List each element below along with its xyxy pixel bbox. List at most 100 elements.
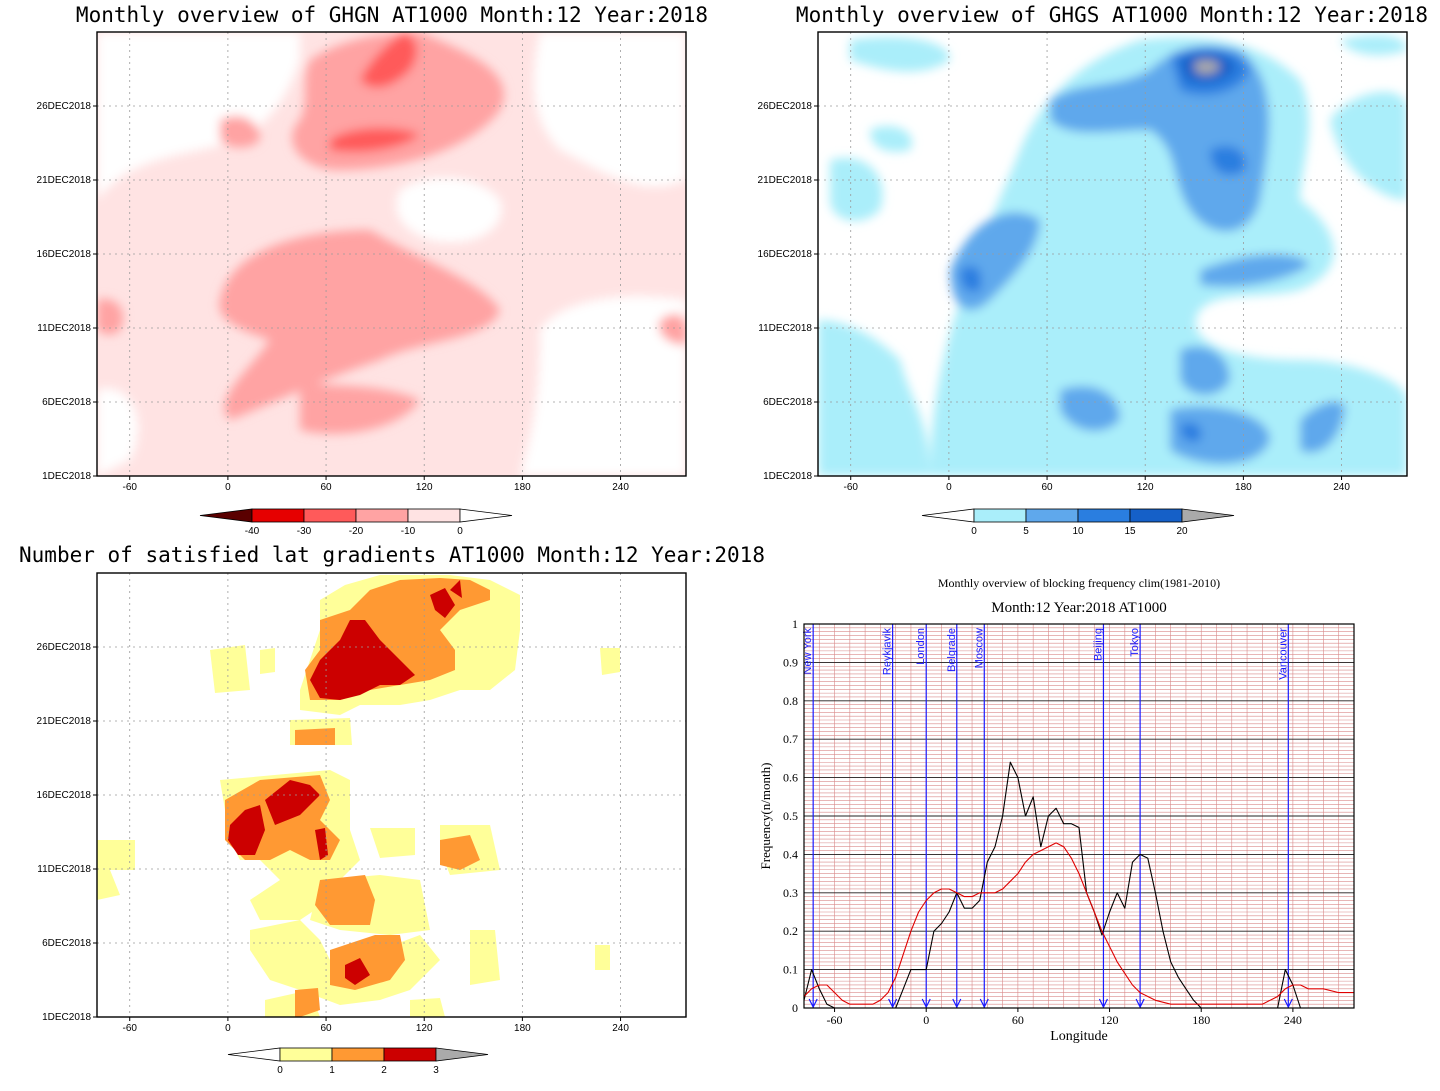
blocking-line-chart: Monthly overview of blocking frequency c… bbox=[758, 576, 1355, 1044]
ghgs-axes: -60 0 60 120 180 240 1DEC2018 6DEC2018 11DEC2018… bbox=[758, 101, 1351, 493]
ghgs-level-10 bbox=[960, 266, 982, 292]
city-arrow bbox=[1098, 998, 1108, 1009]
city-label: Moscow bbox=[973, 628, 985, 668]
x-tick-label: 120 bbox=[1101, 1013, 1119, 1027]
blocking-xlabel: Longitude bbox=[1050, 1029, 1108, 1044]
colorbar-label: 0 bbox=[277, 1065, 283, 1076]
ghgs-title: Monthly overview of GHGS AT1000 Month:12… bbox=[796, 3, 1428, 27]
city-arrow bbox=[921, 998, 931, 1009]
ghgn-level-10 bbox=[300, 380, 420, 434]
y-tick-label: 16DEC2018 bbox=[37, 249, 92, 260]
colorbar-right-arrow bbox=[1181, 508, 1235, 523]
colorbar-segment bbox=[279, 1047, 333, 1062]
city-label: Belgrade bbox=[946, 628, 958, 672]
city-label: Vancouver bbox=[1277, 628, 1289, 680]
colorbar-label: 1 bbox=[329, 1065, 335, 1076]
x-tick-label: 0 bbox=[225, 1023, 231, 1034]
ghgs-colorbar: 0 5 10 15 20 bbox=[921, 508, 1235, 537]
y-tick-label: 26DEC2018 bbox=[37, 642, 92, 653]
ghgs-level-5 bbox=[1300, 401, 1345, 453]
y-tick-label: 1DEC2018 bbox=[42, 1012, 91, 1023]
x-tick-label: -60 bbox=[122, 1023, 137, 1034]
y-tick-label: 0.5 bbox=[783, 809, 798, 823]
colorbar-right-arrow bbox=[435, 1047, 489, 1062]
x-tick-label: 0 bbox=[923, 1013, 929, 1027]
x-tick-label: 240 bbox=[1284, 1013, 1302, 1027]
ghgn-level-10 bbox=[220, 116, 260, 148]
ghgs-level-10 bbox=[1180, 422, 1202, 442]
colorbar-left-arrow bbox=[921, 508, 975, 523]
ghgs-level-5 bbox=[1170, 406, 1270, 464]
blocking-frame bbox=[803, 623, 1355, 1009]
colorbar-label: -40 bbox=[245, 526, 260, 537]
x-tick-label: 240 bbox=[1333, 482, 1350, 493]
y-tick-label: 1 bbox=[792, 617, 798, 631]
x-tick-label: -60 bbox=[827, 1013, 843, 1027]
ghgs-level-5 bbox=[1060, 386, 1120, 431]
ghgn-level-20 bbox=[360, 32, 417, 88]
y-tick-label: 1DEC2018 bbox=[42, 471, 91, 482]
colorbar-segment bbox=[251, 508, 305, 523]
colorbar-segment bbox=[407, 508, 461, 523]
ghgs-level-0 bbox=[930, 37, 1407, 476]
ghgn-white-region bbox=[97, 388, 138, 476]
x-tick-label: 120 bbox=[416, 482, 433, 493]
x-tick-label: 60 bbox=[1012, 1013, 1024, 1027]
blocking-ylabel: Frequency(n/month) bbox=[758, 763, 773, 870]
x-tick-label: 0 bbox=[946, 482, 952, 493]
gradients-heatmap: -60 0 60 120 180 2401DEC20186DEC201811DEC2018… bbox=[37, 572, 687, 1076]
blocking-axes: 0 0.1 0.2 0.3 0.4 0.5 0.6 0.7 0.8 0.9 1 -60 0 60 120 18… bbox=[783, 617, 1302, 1027]
x-tick-label: 180 bbox=[514, 482, 531, 493]
colorbar-segment bbox=[331, 1047, 385, 1062]
x-tick-label: 240 bbox=[612, 1023, 629, 1034]
y-tick-label: 26DEC2018 bbox=[758, 101, 813, 112]
colorbar-segment bbox=[1077, 508, 1131, 523]
y-tick-label: 1DEC2018 bbox=[763, 471, 812, 482]
colorbar-label: 2 bbox=[381, 1065, 387, 1076]
ghgs-level-10 bbox=[1210, 146, 1246, 175]
y-tick-label: 6DEC2018 bbox=[42, 938, 91, 949]
colorbar-label: 5 bbox=[1023, 526, 1029, 537]
y-tick-label: 16DEC2018 bbox=[37, 790, 92, 801]
city-label: Reykjavik bbox=[882, 628, 894, 676]
ghgs-level-0 bbox=[850, 36, 950, 72]
ghgn-white-region bbox=[396, 177, 502, 243]
gradients-colorbar: 0 1 2 3 bbox=[227, 1047, 489, 1076]
y-tick-label: 0.1 bbox=[783, 963, 798, 977]
ghgs-level-0 bbox=[870, 126, 912, 152]
ghgs-level-0 bbox=[818, 320, 930, 476]
colorbar-left-arrow bbox=[227, 1047, 281, 1062]
y-tick-label: 11DEC2018 bbox=[37, 864, 91, 875]
y-tick-label: 21DEC2018 bbox=[37, 716, 92, 727]
colorbar-label: 0 bbox=[457, 526, 463, 537]
x-tick-label: 60 bbox=[320, 482, 332, 493]
ghgn-white-region bbox=[534, 32, 686, 187]
ghgs-level-0 bbox=[830, 158, 883, 221]
colorbar-label: -10 bbox=[401, 526, 416, 537]
blocking-title: Monthly overview of blocking frequency c… bbox=[938, 576, 1220, 590]
ghgn-level-10 bbox=[97, 299, 124, 335]
ghgn-level-20 bbox=[330, 128, 420, 152]
colorbar-left-arrow bbox=[199, 508, 253, 523]
ghgs-level-0 bbox=[1340, 34, 1407, 56]
colorbar-segment bbox=[1129, 508, 1183, 523]
ghgn-title: Monthly overview of GHGN AT1000 Month:12… bbox=[76, 3, 708, 27]
city-label: Beijing bbox=[1092, 628, 1104, 661]
ghgs-grid bbox=[818, 32, 1407, 476]
y-tick-label: 16DEC2018 bbox=[758, 249, 813, 260]
ghgn-colorbar: -40 -30 -20 -10 0 bbox=[199, 508, 513, 537]
ghgs-level-0 bbox=[1330, 91, 1407, 200]
city-arrow bbox=[808, 998, 818, 1009]
y-tick-label: 0.2 bbox=[783, 924, 798, 938]
y-tick-label: 0.3 bbox=[783, 886, 798, 900]
x-tick-label: -60 bbox=[122, 482, 137, 493]
series-line-red bbox=[804, 842, 1354, 1005]
city-label: New York bbox=[802, 628, 814, 675]
city-label: Tokyo bbox=[1129, 628, 1141, 657]
blocking-subtitle: Month:12 Year:2018 AT1000 bbox=[991, 600, 1166, 616]
city-arrow bbox=[888, 998, 898, 1009]
y-tick-label: 21DEC2018 bbox=[37, 175, 92, 186]
ghgs-heatmap: -60 0 60 120 180 240 1DEC2018 6DEC2018 11DEC2018… bbox=[758, 31, 1408, 537]
y-tick-label: 6DEC2018 bbox=[42, 397, 91, 408]
